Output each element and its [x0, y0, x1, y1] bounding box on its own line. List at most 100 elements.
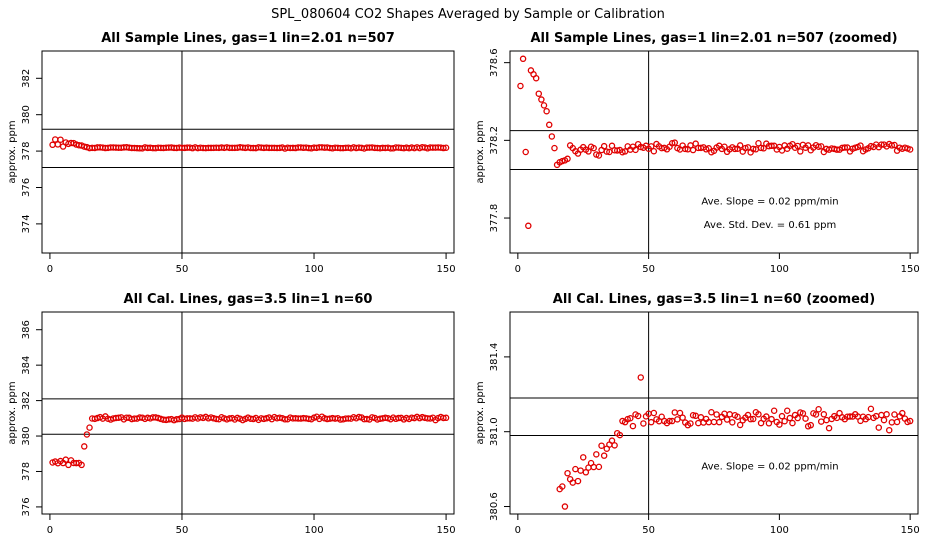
y-tick-label: 377.8 — [489, 204, 500, 233]
y-tick-label: 378.2 — [489, 126, 500, 155]
data-point — [593, 451, 600, 458]
data-point — [721, 143, 728, 151]
y-tick-label: 378.6 — [489, 48, 500, 77]
data-point — [551, 144, 558, 152]
data-point — [545, 121, 553, 129]
annotation: Ave. Slope = 0.02 ppm/min — [701, 461, 838, 472]
y-axis-label: approx. ppm — [7, 381, 18, 444]
data-point — [789, 419, 796, 427]
data-point — [812, 411, 820, 418]
data-point — [51, 136, 59, 143]
panel-sample-lines-zoomed: All Sample Lines, gas=1 lin=2.01 n=507 (… — [475, 31, 920, 275]
x-tick-label: 100 — [770, 264, 789, 275]
data-point — [807, 421, 815, 429]
data-point — [846, 413, 854, 420]
data-point — [820, 411, 828, 418]
data-point — [647, 418, 655, 426]
panel-cal-lines-zoomed: All Cal. Lines, gas=3.5 lin=1 n=60 (zoom… — [475, 292, 920, 536]
data-point — [666, 417, 673, 425]
y-tick-label: 381.4 — [489, 343, 500, 372]
data-point — [794, 414, 801, 422]
data-point — [543, 107, 550, 115]
data-point — [899, 409, 906, 417]
data-point — [600, 452, 608, 459]
y-tick-label: 376 — [21, 497, 32, 516]
data-point — [710, 418, 718, 426]
y-tick-label: 381.0 — [489, 417, 500, 446]
data-point — [598, 442, 605, 449]
x-tick-label: 50 — [176, 264, 189, 275]
data-point — [768, 142, 775, 150]
data-point — [687, 420, 694, 427]
plot-frame — [509, 311, 919, 515]
data-point — [708, 409, 715, 416]
data-point — [817, 418, 825, 425]
x-tick-label: 0 — [47, 525, 53, 536]
data-point — [674, 416, 681, 423]
data-point — [755, 140, 762, 147]
x-tick-label: 100 — [304, 525, 323, 536]
data-point — [734, 413, 741, 420]
data-point — [65, 461, 72, 469]
data-point — [695, 419, 702, 427]
data-point — [768, 415, 775, 423]
x-tick-label: 150 — [901, 525, 920, 536]
data-point — [590, 463, 597, 471]
panel-cal-lines: All Cal. Lines, gas=3.5 lin=1 n=60 0 50 100… — [7, 292, 456, 536]
data-point — [572, 465, 579, 473]
data-point — [81, 443, 88, 450]
data-point — [891, 411, 898, 418]
data-point — [749, 415, 757, 423]
data-point — [535, 90, 543, 97]
data-point — [736, 142, 744, 149]
data-point — [671, 409, 679, 416]
y-tick-label: 384 — [21, 356, 32, 375]
data-point — [559, 483, 566, 490]
x-tick-label: 0 — [515, 264, 521, 275]
data-point — [440, 414, 447, 422]
data-point — [519, 55, 527, 63]
panel-title: All Sample Lines, gas=1 lin=2.01 n=507 (… — [530, 31, 897, 46]
data-point — [647, 143, 655, 150]
x-tick-label: 0 — [515, 525, 521, 536]
y-tick-label: 386 — [21, 320, 32, 339]
plot-frame — [41, 50, 455, 254]
data-point — [888, 142, 896, 149]
data-point — [891, 141, 898, 149]
panel-title: All Sample Lines, gas=1 lin=2.01 n=507 — [101, 31, 395, 46]
data-point — [585, 148, 592, 155]
data-point — [815, 143, 822, 151]
data-point — [867, 405, 875, 413]
x-tick-label: 50 — [176, 525, 189, 536]
data-point — [676, 409, 684, 417]
y-tick-label: 382 — [21, 391, 32, 410]
x-tick-label: 150 — [437, 525, 456, 536]
data-point — [548, 133, 556, 140]
x-tick-label: 100 — [770, 525, 789, 536]
data-point — [54, 141, 62, 148]
data-point — [442, 414, 450, 422]
data-point — [368, 414, 376, 421]
annotation: Ave. Std. Dev. = 0.61 ppm — [704, 220, 836, 231]
data-point — [880, 416, 888, 424]
data-point — [681, 145, 689, 153]
data-point — [857, 142, 864, 149]
data-point — [564, 469, 571, 477]
x-tick-label: 50 — [642, 525, 655, 536]
y-tick-label: 380 — [21, 426, 32, 445]
data-point — [689, 411, 697, 419]
data-point — [697, 414, 705, 421]
data-point — [671, 139, 679, 146]
data-point — [577, 467, 584, 474]
data-point — [799, 410, 807, 417]
data-point — [778, 412, 786, 420]
data-point — [582, 469, 590, 476]
panel-title: All Cal. Lines, gas=3.5 lin=1 n=60 (zoom… — [553, 292, 875, 307]
data-point — [650, 147, 658, 155]
data-point — [729, 419, 736, 426]
data-point — [715, 418, 723, 426]
data-point — [731, 145, 739, 153]
data-point — [574, 477, 582, 485]
data-point — [815, 406, 822, 413]
data-point — [603, 148, 611, 155]
